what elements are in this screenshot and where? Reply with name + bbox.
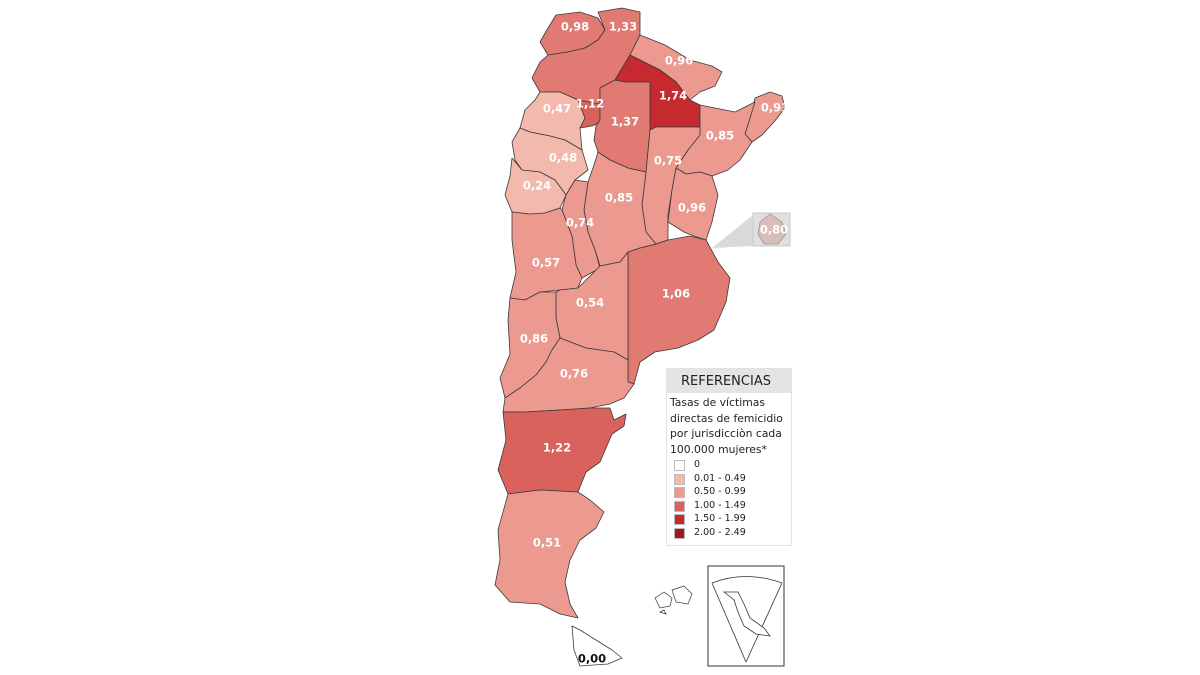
province-santa-cruz[interactable] <box>494 489 605 619</box>
legend-label: 1.50 - 1.99 <box>694 513 746 524</box>
province-misiones[interactable] <box>744 91 786 143</box>
label-tierra-del-fuego: 0,00 <box>578 652 606 666</box>
legend-label: 0.01 - 0.49 <box>694 472 746 484</box>
legend-item: 1.00 - 1.49 <box>672 499 790 513</box>
label-santa-cruz: 0,51 <box>533 536 561 550</box>
legend-swatch <box>674 500 685 512</box>
label-la-rioja: 0,48 <box>549 151 577 165</box>
antarctica-sector <box>711 576 783 663</box>
label-formosa: 0,96 <box>665 54 693 68</box>
label-salta: 1,33 <box>609 20 637 34</box>
legend-item: 0.50 - 0.99 <box>672 485 790 499</box>
label-san-juan: 0,24 <box>523 179 551 193</box>
legend-item: 1.50 - 1.99 <box>672 512 790 526</box>
label-neuquen: 0,86 <box>520 332 548 346</box>
label-chaco: 1,74 <box>659 89 687 103</box>
label-misiones: 0,91 <box>761 101 789 115</box>
legend-item: 2.00 - 2.49 <box>672 526 790 540</box>
legend-subtitle-line: Tasas de víctimas <box>670 396 765 409</box>
legend-subtitle-line: directas de femicidio <box>670 411 783 425</box>
label-santa-fe: 0,75 <box>654 154 682 168</box>
label-mendoza: 0,57 <box>532 256 560 270</box>
label-tucuman: 1,12 <box>576 97 604 111</box>
label-buenos-aires: 1,06 <box>662 287 690 301</box>
province-entre-rios[interactable] <box>667 167 719 241</box>
label-la-pampa: 0,54 <box>576 296 604 310</box>
legend-subtitle: Tasas de víctimas directas de femicidio … <box>670 395 792 457</box>
legend-item: 0.01 - 0.49 <box>672 472 790 486</box>
legend-label: 1.00 - 1.49 <box>694 499 746 511</box>
label-corrientes: 0,85 <box>706 129 734 143</box>
legend-swatch <box>674 460 685 471</box>
label-jujuy: 0,98 <box>561 20 589 34</box>
caba-inset-frame <box>752 212 791 247</box>
label-santiago-del-estero: 1,37 <box>611 115 639 129</box>
province-mendoza[interactable] <box>509 207 583 301</box>
legend-subtitle-line: 100.000 mujeres* <box>670 442 767 456</box>
legend-label: 0 <box>694 459 701 470</box>
caba-connector <box>712 215 753 248</box>
label-san-luis: 0,74 <box>566 216 594 230</box>
province-tierra-del-fuego[interactable] <box>571 625 623 667</box>
legend-swatch <box>674 514 685 525</box>
legend-swatch <box>674 527 685 539</box>
malvinas-islands <box>654 585 693 615</box>
legend-label: 2.00 - 2.49 <box>694 526 746 538</box>
legend-label: 0.50 - 0.99 <box>694 486 746 497</box>
legend-panel: REFERENCIAS Tasas de víctimas directas d… <box>666 368 792 546</box>
legend-item: 0 <box>672 458 790 472</box>
label-chubut: 1,22 <box>543 441 571 455</box>
province-buenos-aires[interactable] <box>627 235 731 385</box>
label-rio-negro: 0,76 <box>560 367 588 381</box>
label-catamarca: 0,47 <box>543 102 571 116</box>
legend-swatch <box>674 487 685 498</box>
legend-subtitle-line: por jurisdicciòn cada <box>670 427 782 440</box>
legend-items: 0 0.01 - 0.49 0.50 - 0.99 1.00 - 1.49 1.… <box>672 458 790 539</box>
label-entre-rios: 0,96 <box>678 201 706 215</box>
label-caba: 0,80 <box>760 223 788 237</box>
legend-title: REFERENCIAS <box>667 369 791 393</box>
label-cordoba: 0,85 <box>605 191 633 205</box>
legend-swatch <box>674 473 685 485</box>
province-chubut[interactable] <box>497 407 627 495</box>
